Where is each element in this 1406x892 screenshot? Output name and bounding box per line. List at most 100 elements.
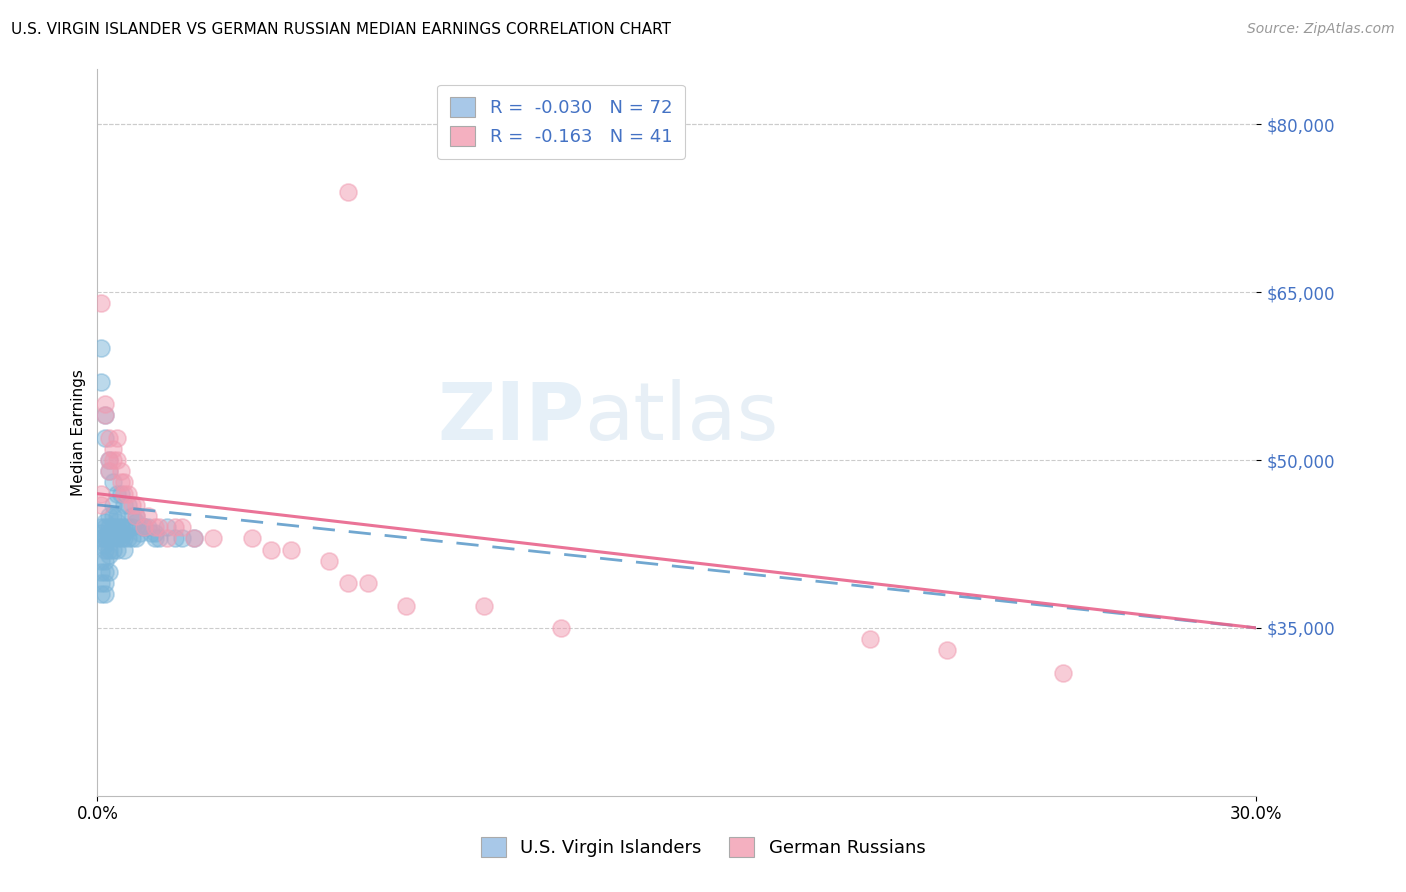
Point bbox=[105, 486, 128, 500]
Point bbox=[112, 486, 135, 500]
Point bbox=[90, 341, 112, 355]
Point bbox=[125, 498, 148, 512]
Point bbox=[105, 520, 128, 534]
Point bbox=[101, 532, 124, 546]
Point bbox=[101, 442, 124, 456]
Point bbox=[859, 632, 882, 647]
Point bbox=[105, 515, 128, 529]
Point bbox=[141, 525, 163, 540]
Point bbox=[112, 520, 135, 534]
Text: U.S. VIRGIN ISLANDER VS GERMAN RUSSIAN MEDIAN EARNINGS CORRELATION CHART: U.S. VIRGIN ISLANDER VS GERMAN RUSSIAN M… bbox=[11, 22, 671, 37]
Text: Source: ZipAtlas.com: Source: ZipAtlas.com bbox=[1247, 22, 1395, 37]
Point bbox=[143, 525, 166, 540]
Point bbox=[112, 542, 135, 557]
Point bbox=[94, 587, 117, 601]
Point bbox=[90, 296, 112, 310]
Point bbox=[117, 498, 139, 512]
Point bbox=[117, 532, 139, 546]
Point bbox=[936, 643, 959, 657]
Point bbox=[105, 532, 128, 546]
Point bbox=[97, 464, 120, 478]
Legend: U.S. Virgin Islanders, German Russians: U.S. Virgin Islanders, German Russians bbox=[468, 824, 938, 870]
Point bbox=[94, 554, 117, 568]
Point bbox=[97, 453, 120, 467]
Text: atlas: atlas bbox=[583, 378, 779, 457]
Point bbox=[132, 520, 155, 534]
Point bbox=[550, 621, 572, 635]
Point bbox=[94, 537, 117, 551]
Point bbox=[90, 565, 112, 579]
Text: ZIP: ZIP bbox=[437, 378, 583, 457]
Point bbox=[128, 525, 150, 540]
Y-axis label: Median Earnings: Median Earnings bbox=[72, 368, 86, 496]
Point bbox=[97, 525, 120, 540]
Point bbox=[132, 520, 155, 534]
Point bbox=[97, 548, 120, 562]
Point bbox=[136, 509, 159, 524]
Point bbox=[110, 525, 132, 540]
Point bbox=[121, 532, 143, 546]
Point bbox=[105, 542, 128, 557]
Point bbox=[183, 532, 205, 546]
Point bbox=[105, 509, 128, 524]
Point bbox=[94, 576, 117, 591]
Point bbox=[97, 520, 120, 534]
Point bbox=[110, 475, 132, 490]
Point bbox=[97, 464, 120, 478]
Point bbox=[125, 515, 148, 529]
Point bbox=[97, 565, 120, 579]
Point bbox=[94, 542, 117, 557]
Point bbox=[101, 498, 124, 512]
Point bbox=[337, 185, 360, 199]
Point bbox=[94, 431, 117, 445]
Point bbox=[101, 520, 124, 534]
Point bbox=[156, 520, 179, 534]
Point bbox=[94, 397, 117, 411]
Point bbox=[357, 576, 380, 591]
Point bbox=[112, 498, 135, 512]
Point bbox=[125, 532, 148, 546]
Point bbox=[90, 498, 112, 512]
Point bbox=[112, 532, 135, 546]
Point bbox=[94, 520, 117, 534]
Point bbox=[110, 464, 132, 478]
Point bbox=[240, 532, 263, 546]
Point bbox=[97, 431, 120, 445]
Point bbox=[112, 525, 135, 540]
Point bbox=[112, 475, 135, 490]
Point bbox=[90, 375, 112, 389]
Point bbox=[90, 554, 112, 568]
Point bbox=[90, 587, 112, 601]
Point bbox=[156, 532, 179, 546]
Point bbox=[163, 532, 186, 546]
Point bbox=[318, 554, 340, 568]
Point bbox=[121, 498, 143, 512]
Point bbox=[101, 542, 124, 557]
Point bbox=[90, 525, 112, 540]
Point bbox=[110, 486, 132, 500]
Point bbox=[117, 520, 139, 534]
Point bbox=[97, 542, 120, 557]
Point bbox=[337, 576, 360, 591]
Point bbox=[148, 532, 170, 546]
Point bbox=[148, 520, 170, 534]
Point bbox=[105, 431, 128, 445]
Point bbox=[90, 520, 112, 534]
Point bbox=[260, 542, 283, 557]
Point bbox=[143, 520, 166, 534]
Point bbox=[121, 520, 143, 534]
Point bbox=[90, 576, 112, 591]
Point bbox=[110, 520, 132, 534]
Point bbox=[121, 509, 143, 524]
Legend: R =  -0.030   N = 72, R =  -0.163   N = 41: R = -0.030 N = 72, R = -0.163 N = 41 bbox=[437, 85, 685, 159]
Point bbox=[125, 509, 148, 524]
Point bbox=[90, 486, 112, 500]
Point bbox=[117, 486, 139, 500]
Point bbox=[1052, 665, 1074, 680]
Point bbox=[132, 520, 155, 534]
Point bbox=[101, 453, 124, 467]
Point bbox=[280, 542, 302, 557]
Point bbox=[97, 453, 120, 467]
Point bbox=[90, 537, 112, 551]
Point bbox=[94, 532, 117, 546]
